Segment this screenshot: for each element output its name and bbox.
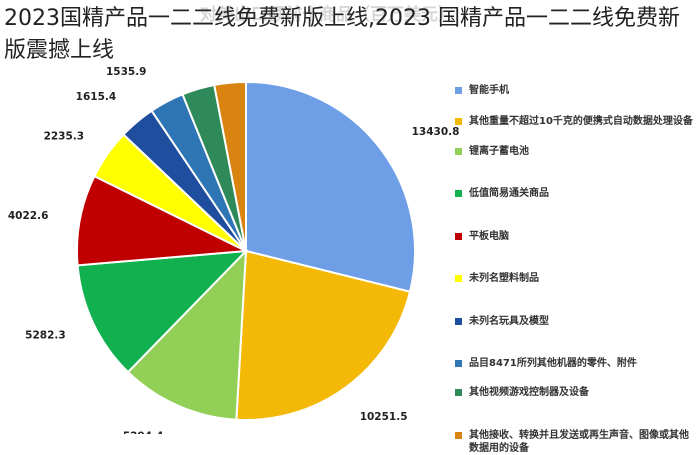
pie-value-label: 5294.4: [123, 431, 164, 435]
legend-label: 品目8471所列其他机器的零件、附件: [469, 358, 637, 369]
legend-label: 未列名塑料制品: [469, 273, 539, 284]
legend-item: 锂离子蓄电池: [455, 145, 695, 158]
pie-value-label: 2235.3: [44, 130, 85, 142]
legend-item: 品目8471所列其他机器的零件、附件: [455, 357, 695, 370]
pie-slice: [245, 80, 416, 293]
legend-swatch: [455, 87, 462, 94]
pie-slice: [126, 248, 248, 421]
legend-item: 未列名玩具及模型: [455, 315, 695, 328]
legend-swatch: [455, 318, 462, 325]
legend-label: 其他视频游戏控制器及设备: [469, 387, 589, 398]
legend-swatch: [455, 118, 462, 125]
legend-item: 平板电脑: [455, 230, 695, 243]
pie-slice: [76, 174, 250, 267]
legend-label: 低值简易通关商品: [469, 188, 549, 199]
legend-swatch: [455, 275, 462, 282]
chart-legend: 智能手机其他重量不超过10千克的便携式自动数据处理设备 锂离子蓄电池低值简易通关商…: [455, 84, 695, 454]
legend-item: 其他视频游戏控制器及设备: [455, 386, 695, 399]
pie-chart: 13430.8 10251.5 5294.4 5282.3 4022.6 2235.3 16…: [8, 66, 460, 434]
pie-value-labels: 13430.8 10251.5 5294.4 5282.3 4022.6 2235.3 16…: [8, 66, 460, 434]
pie-slices: [76, 80, 416, 421]
legend-label: 其他重量不超过10千克的便携式自动数据处理设备: [469, 116, 693, 127]
legend-item: 智能手机: [455, 84, 695, 97]
legend-label: 智能手机: [469, 85, 509, 96]
legend-swatch: [455, 360, 462, 367]
pie-slice: [76, 249, 249, 374]
legend-swatch: [455, 190, 462, 197]
legend-swatch: [455, 389, 462, 396]
pie-slice: [213, 80, 247, 252]
pie-slice: [235, 249, 412, 421]
legend-label: 锂离子蓄电池: [469, 146, 529, 157]
pie-value-label: 13430.8: [412, 126, 460, 138]
legend-label: 未列名玩具及模型: [469, 316, 549, 327]
legend-label: 平板电脑: [469, 231, 509, 242]
legend-item: 其他接收、转换并且发送或再生声音、图像或其他数据用的设备: [455, 429, 695, 455]
pie-value-label: 10251.5: [360, 411, 408, 423]
legend-swatch: [455, 148, 462, 155]
legend-swatch: [455, 233, 462, 240]
page-title: 2023国精产品一二二线免费新版上线,2023 国精产品一二二线免费新版震撼上线: [4, 6, 680, 63]
chart-title-watermark: 对美出口额前十商品（百万美元）: [200, 5, 455, 25]
pie-value-label: 1535.9: [106, 66, 147, 78]
pie-value-label: 1615.4: [76, 91, 117, 103]
pie-value-label: 5282.3: [25, 329, 66, 341]
pie-value-label: 4022.6: [8, 210, 49, 222]
legend-item: 其他重量不超过10千克的便携式自动数据处理设备: [455, 115, 695, 128]
legend-item: 低值简易通关商品: [455, 187, 695, 200]
legend-swatch: [455, 432, 462, 439]
legend-item: 未列名塑料制品: [455, 272, 695, 285]
